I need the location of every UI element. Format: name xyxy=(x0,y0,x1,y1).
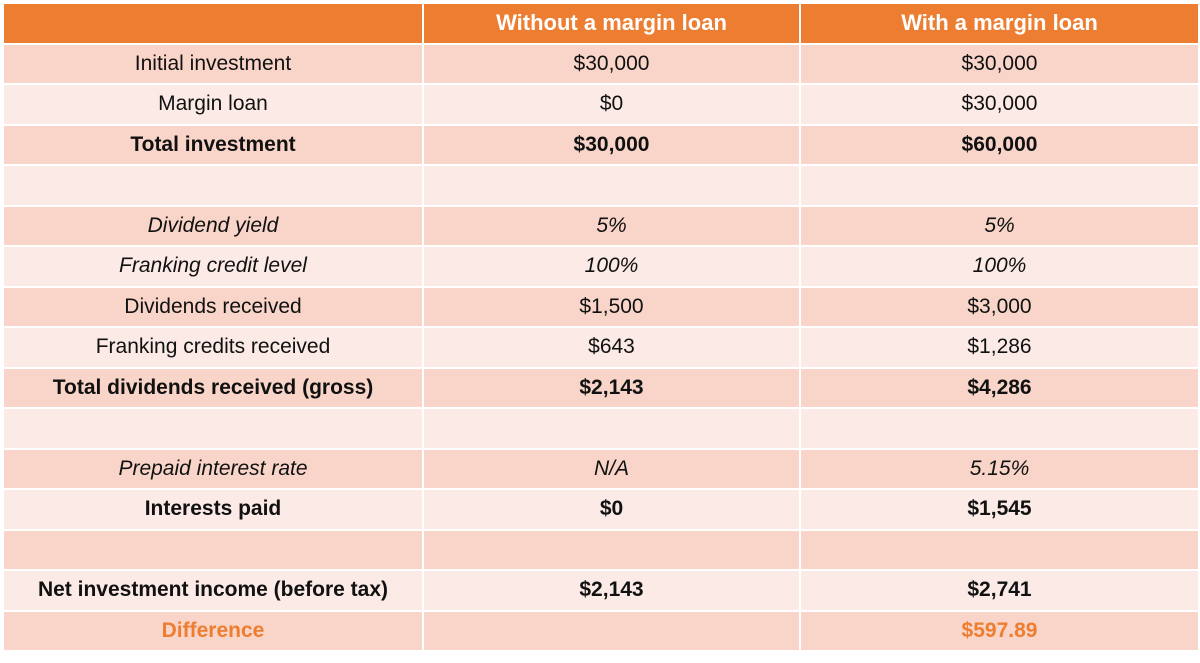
row-label: Total investment xyxy=(3,125,423,166)
row-label: Franking credit level xyxy=(3,246,423,287)
cell-without-loan: 100% xyxy=(423,246,800,287)
row-label xyxy=(3,165,423,206)
cell-without-loan: $2,143 xyxy=(423,570,800,611)
cell-with-loan: $30,000 xyxy=(800,44,1199,85)
cell-without-loan: $1,500 xyxy=(423,287,800,328)
spacer-row xyxy=(3,530,1199,571)
cell-with-loan: $2,741 xyxy=(800,570,1199,611)
row-label: Prepaid interest rate xyxy=(3,449,423,490)
table-row: Interests paid $0 $1,545 xyxy=(3,489,1199,530)
table-row: Prepaid interest rate N/A 5.15% xyxy=(3,449,1199,490)
row-label: Interests paid xyxy=(3,489,423,530)
cell-without-loan: $0 xyxy=(423,489,800,530)
cell-with-loan xyxy=(800,530,1199,571)
cell-without-loan xyxy=(423,530,800,571)
cell-without-loan: $643 xyxy=(423,327,800,368)
cell-with-loan xyxy=(800,408,1199,449)
cell-with-loan: 100% xyxy=(800,246,1199,287)
cell-with-loan: $4,286 xyxy=(800,368,1199,409)
spacer-row xyxy=(3,165,1199,206)
cell-without-loan: $2,143 xyxy=(423,368,800,409)
table-body: Initial investment $30,000 $30,000 Margin l… xyxy=(3,44,1199,652)
row-label: Initial investment xyxy=(3,44,423,85)
cell-without-loan xyxy=(423,611,800,652)
cell-with-loan: 5% xyxy=(800,206,1199,247)
cell-with-loan: $3,000 xyxy=(800,287,1199,328)
table-row: Franking credits received $643 $1,286 xyxy=(3,327,1199,368)
table-row: Difference $597.89 xyxy=(3,611,1199,652)
cell-with-loan xyxy=(800,165,1199,206)
cell-without-loan: $30,000 xyxy=(423,44,800,85)
row-label: Franking credits received xyxy=(3,327,423,368)
header-empty-cell xyxy=(3,3,423,44)
table-row: Dividend yield 5% 5% xyxy=(3,206,1199,247)
cell-with-loan: $1,286 xyxy=(800,327,1199,368)
header-with-margin-loan: With a margin loan xyxy=(800,3,1199,44)
row-label: Total dividends received (gross) xyxy=(3,368,423,409)
cell-with-loan: $60,000 xyxy=(800,125,1199,166)
table-row: Net investment income (before tax) $2,143… xyxy=(3,570,1199,611)
table-row: Dividends received $1,500 $3,000 xyxy=(3,287,1199,328)
table-row: Margin loan $0 $30,000 xyxy=(3,84,1199,125)
cell-with-loan: $30,000 xyxy=(800,84,1199,125)
row-label: Difference xyxy=(3,611,423,652)
row-label: Dividends received xyxy=(3,287,423,328)
table-row: Initial investment $30,000 $30,000 xyxy=(3,44,1199,85)
table-row: Total investment $30,000 $60,000 xyxy=(3,125,1199,166)
cell-without-loan: N/A xyxy=(423,449,800,490)
table-row: Total dividends received (gross) $2,143 $4… xyxy=(3,368,1199,409)
margin-loan-comparison-table: Without a margin loan With a margin loan… xyxy=(2,2,1200,652)
row-label xyxy=(3,530,423,571)
table-header-row: Without a margin loan With a margin loan xyxy=(3,3,1199,44)
header-without-margin-loan: Without a margin loan xyxy=(423,3,800,44)
cell-without-loan xyxy=(423,408,800,449)
table-row: Franking credit level 100% 100% xyxy=(3,246,1199,287)
row-label: Margin loan xyxy=(3,84,423,125)
spacer-row xyxy=(3,408,1199,449)
cell-without-loan xyxy=(423,165,800,206)
cell-without-loan: $30,000 xyxy=(423,125,800,166)
row-label: Net investment income (before tax) xyxy=(3,570,423,611)
cell-with-loan: $1,545 xyxy=(800,489,1199,530)
row-label xyxy=(3,408,423,449)
cell-without-loan: 5% xyxy=(423,206,800,247)
cell-without-loan: $0 xyxy=(423,84,800,125)
cell-with-loan: $597.89 xyxy=(800,611,1199,652)
cell-with-loan: 5.15% xyxy=(800,449,1199,490)
row-label: Dividend yield xyxy=(3,206,423,247)
